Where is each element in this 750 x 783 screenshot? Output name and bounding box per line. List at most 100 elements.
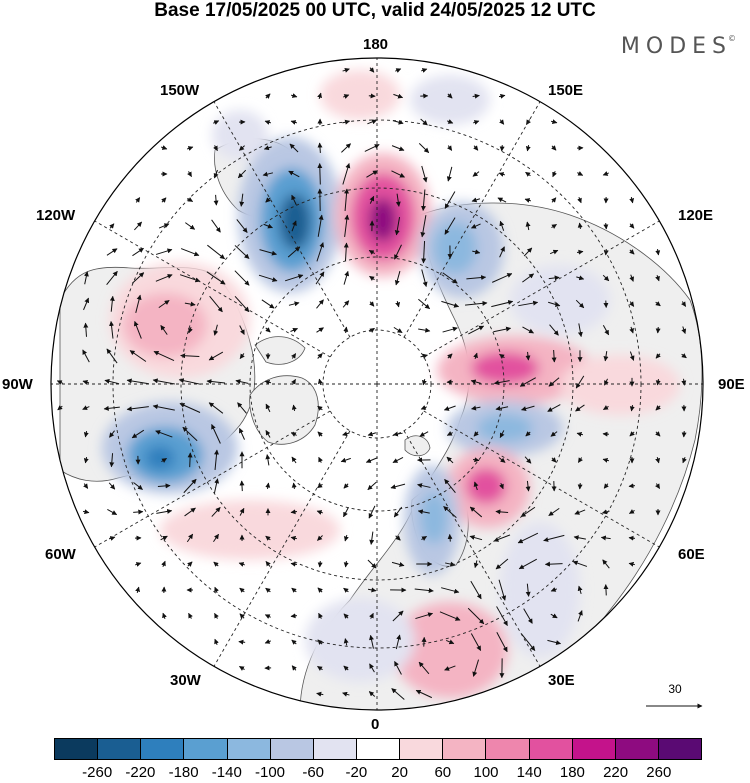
wind-vector-arrow <box>367 119 378 125</box>
wind-vector-arrow <box>162 612 167 619</box>
wind-vector-arrow <box>629 249 635 255</box>
wind-vector-arrow <box>340 457 351 463</box>
longitude-label-120e: 120E <box>678 207 714 224</box>
colorbar-swatch <box>658 739 702 759</box>
wind-vector-arrow <box>343 587 349 593</box>
wind-vector-arrow <box>681 301 687 307</box>
wind-vector-arrow <box>550 119 558 125</box>
wind-vector-arrow <box>418 327 431 333</box>
wind-vector-arrow <box>208 351 224 361</box>
anomaly-field <box>392 602 508 698</box>
wind-vector-arrow <box>446 166 453 182</box>
wind-vector-arrow <box>394 270 401 286</box>
wind-vector-arrow <box>525 431 531 437</box>
wind-vector-arrow <box>414 588 434 593</box>
wind-vector-arrow <box>393 93 404 99</box>
wind-vector-arrow <box>465 300 488 306</box>
wind-vector-arrow <box>213 561 219 567</box>
wind-vector-arrow <box>239 480 245 492</box>
wind-vector-arrow <box>239 613 245 619</box>
wind-vector-arrow <box>290 561 298 567</box>
anomaly-field <box>510 265 610 335</box>
colorbar-tick-label: -100 <box>254 764 286 781</box>
wind-vector-arrow <box>187 561 193 567</box>
wind-vector-arrow <box>441 587 460 594</box>
wind-vector-arrow <box>447 533 453 542</box>
wind-vector-arrow <box>180 353 200 359</box>
wind-vector-arrow <box>390 483 406 490</box>
wind-vectors <box>56 67 687 700</box>
wind-vector-arrow <box>83 430 89 438</box>
anomaly-field <box>410 75 490 125</box>
wind-vector-arrow <box>575 375 585 389</box>
colorbar-swatch <box>615 739 659 759</box>
wind-vector-arrow <box>577 197 582 204</box>
wind-vector-arrow <box>498 172 506 177</box>
wind-vector-arrow <box>520 506 536 518</box>
wind-vector-arrow <box>417 483 431 488</box>
svalbard-islands <box>404 435 431 457</box>
wind-vector-arrow <box>498 93 506 99</box>
wind-vector-arrow <box>56 380 63 385</box>
wind-vector-arrow <box>655 274 660 282</box>
colorbar <box>54 738 702 760</box>
wind-vector-arrow <box>317 163 323 185</box>
wind-vector-arrow <box>548 301 561 307</box>
wind-vector-arrow <box>470 580 482 600</box>
wind-vector-arrow <box>395 193 401 207</box>
wind-vector-arrow <box>518 300 539 307</box>
wind-vector-arrow <box>265 403 271 413</box>
wind-vector-arrow <box>369 301 375 307</box>
wind-vector-arrow <box>318 456 323 463</box>
wind-vector-arrow <box>368 505 376 519</box>
wind-vector-arrow <box>577 171 584 176</box>
colorbar-swatch <box>572 739 616 759</box>
wind-vector-arrow <box>180 248 200 257</box>
wind-vector-arrow <box>682 457 687 464</box>
wind-vector-arrow <box>158 299 170 309</box>
wind-vector-arrow <box>602 559 610 569</box>
colorbar-tick-label: 20 <box>391 764 408 781</box>
wind-vector-arrow <box>179 274 201 283</box>
wind-vector-arrow <box>393 326 403 334</box>
wind-vector-arrow <box>239 507 245 516</box>
wind-vector-arrow <box>261 299 275 309</box>
wind-vector-arrow <box>417 509 430 515</box>
wind-vector-arrow <box>447 353 453 359</box>
wind-vector-arrow <box>290 327 298 333</box>
wind-vector-arrow <box>525 221 531 231</box>
wind-vector-arrow <box>288 170 300 178</box>
wind-vector-arrow <box>492 273 513 283</box>
wind-vector-arrow <box>473 352 478 360</box>
wind-vector-arrow <box>655 431 661 437</box>
wind-vector-arrow <box>83 456 89 464</box>
wind-vector-arrow <box>290 93 298 98</box>
anomaly-shading <box>102 70 680 698</box>
wind-vector-arrow <box>206 271 226 285</box>
map-boundary <box>50 57 704 711</box>
wind-vector-arrow <box>543 534 565 542</box>
wind-vector-arrow <box>655 353 661 359</box>
longitude-label-90w: 90W <box>2 376 33 393</box>
wind-vector-arrow <box>214 612 219 619</box>
wind-vector-arrow <box>186 533 194 543</box>
wind-vector-arrow <box>263 145 272 151</box>
wind-vector-arrow <box>153 350 175 362</box>
wind-vector-arrow <box>472 659 480 677</box>
wind-vector-arrow <box>209 295 223 313</box>
wind-vector-arrow <box>317 405 323 411</box>
longitude-label-120w: 120W <box>36 207 76 224</box>
wind-vector-arrow <box>238 562 246 567</box>
colorbar-tick-label: 220 <box>603 764 629 781</box>
wind-vector-arrow <box>318 612 323 619</box>
wind-vector-arrow <box>496 606 508 626</box>
wind-vector-arrow <box>498 457 506 463</box>
wind-vector-arrow <box>577 585 583 594</box>
wind-vector-arrow <box>419 431 429 437</box>
wind-vector-arrow <box>442 272 458 284</box>
longitude-label-0: 0 <box>371 716 380 733</box>
wind-vector-arrow <box>133 221 143 231</box>
wind-vector-arrow <box>213 120 220 125</box>
wind-vector-arrow <box>439 611 461 621</box>
wind-vector-arrow <box>265 430 271 438</box>
